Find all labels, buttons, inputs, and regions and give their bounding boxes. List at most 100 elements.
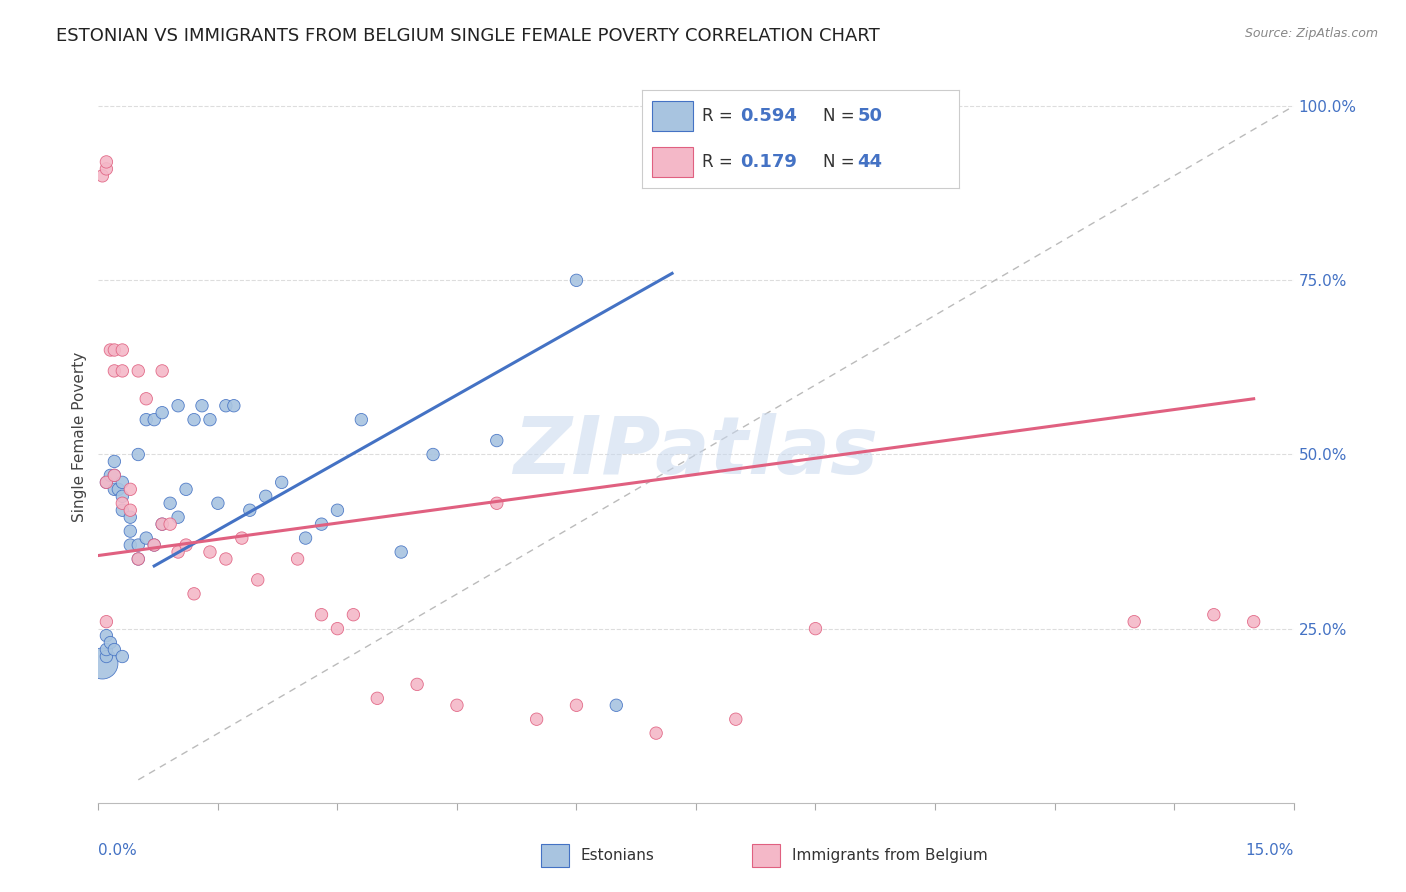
Point (174, 483, 197, 497)
Point (96, 629, 118, 643)
Point (91, 169, 114, 183)
Point (1243, 615, 1265, 629)
Point (111, 649, 134, 664)
Point (239, 503, 262, 517)
Point (120, 503, 142, 517)
Point (294, 531, 316, 545)
Point (103, 483, 125, 497)
Point (103, 343, 125, 357)
Point (159, 496, 181, 510)
Point (159, 517, 181, 532)
Point (91, 657, 114, 671)
Point (287, 552, 309, 566)
Point (565, 273, 588, 287)
Point (96, 649, 118, 664)
Point (127, 364, 149, 378)
Point (389, 545, 412, 559)
Point (485, 496, 508, 510)
Point (270, 475, 292, 490)
Point (111, 475, 134, 490)
Point (96, 155, 118, 169)
Point (311, 607, 333, 622)
Point (143, 412, 166, 426)
Point (111, 496, 134, 510)
Point (198, 412, 221, 426)
Point (167, 510, 190, 524)
Point (107, 483, 129, 497)
Point (446, 698, 468, 713)
Point (167, 545, 190, 559)
Point (103, 468, 125, 483)
Point (326, 622, 349, 636)
Text: ZIPatlas: ZIPatlas (513, 413, 879, 491)
Point (1123, 615, 1146, 629)
Point (120, 483, 142, 497)
Point (127, 552, 149, 566)
Point (183, 412, 205, 426)
Point (422, 448, 444, 462)
Point (724, 712, 747, 726)
Point (103, 454, 125, 468)
Point (120, 538, 142, 552)
Point (111, 364, 134, 378)
Point (565, 698, 588, 713)
Point (96, 161, 118, 176)
Point (150, 517, 173, 532)
Point (103, 364, 125, 378)
Text: Estonians: Estonians (581, 848, 655, 863)
Point (135, 392, 157, 406)
Point (645, 726, 668, 740)
Point (605, 698, 627, 713)
Point (198, 545, 221, 559)
Y-axis label: Single Female Poverty: Single Female Poverty (72, 352, 87, 522)
Point (135, 531, 157, 545)
Point (342, 607, 364, 622)
Point (526, 712, 548, 726)
Point (103, 642, 125, 657)
Point (103, 468, 125, 483)
Point (143, 538, 166, 552)
Point (96, 475, 118, 490)
Point (135, 412, 157, 426)
Point (127, 538, 149, 552)
Point (98, 343, 122, 357)
Point (96, 615, 118, 629)
Text: 15.0%: 15.0% (1246, 843, 1294, 858)
Point (174, 538, 197, 552)
Point (804, 622, 827, 636)
Point (350, 412, 373, 426)
Text: 0.0%: 0.0% (98, 843, 138, 858)
Point (143, 538, 166, 552)
Point (311, 517, 333, 532)
Point (191, 399, 214, 413)
Point (207, 496, 229, 510)
Point (231, 531, 253, 545)
Point (326, 503, 349, 517)
Point (127, 448, 149, 462)
Point (222, 399, 245, 413)
Point (96, 475, 118, 490)
Point (98, 635, 122, 649)
Text: Immigrants from Belgium: Immigrants from Belgium (792, 848, 987, 863)
Point (246, 573, 269, 587)
Point (98, 468, 122, 483)
Point (366, 691, 388, 706)
Point (150, 364, 173, 378)
Point (150, 406, 173, 420)
Point (254, 489, 277, 503)
Point (485, 434, 508, 448)
Point (150, 517, 173, 532)
Point (1202, 607, 1225, 622)
Point (111, 503, 134, 517)
Point (167, 399, 190, 413)
Point (111, 343, 134, 357)
Point (127, 552, 149, 566)
Point (120, 524, 142, 538)
Point (183, 587, 205, 601)
Point (215, 399, 238, 413)
Text: Source: ZipAtlas.com: Source: ZipAtlas.com (1244, 27, 1378, 40)
Point (215, 552, 238, 566)
Point (406, 677, 429, 691)
Point (111, 489, 134, 503)
Point (120, 510, 142, 524)
